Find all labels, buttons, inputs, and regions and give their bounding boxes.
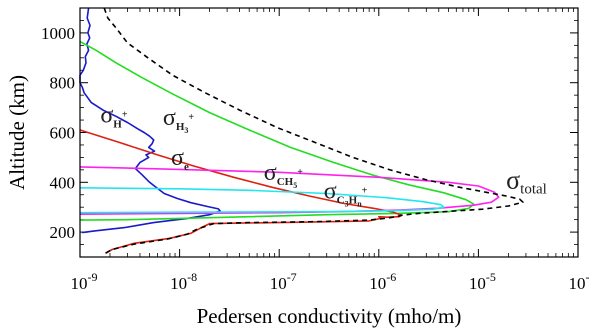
series-line-Hplus	[79, 7, 221, 234]
annotation-sigma-e: σe	[171, 145, 189, 173]
tick-label-layer: 10-9 10-8 10-7 10-6 10-5 10-4 200 400 600 800 1000	[41, 24, 589, 293]
tick-layer	[79, 7, 579, 258]
x-axis-title: Pedersen conductivity (mho/m)	[197, 304, 462, 328]
annotation-sigma-ch5: σCH5+	[264, 160, 303, 190]
annotation-sigma-h3: σH3+	[163, 105, 195, 135]
y-axis-title: Altitude (km)	[5, 75, 29, 190]
x-tick-label: 10-6	[369, 270, 396, 293]
y-tick-label: 800	[50, 74, 76, 93]
series-line-e	[79, 129, 403, 254]
x-tick-label: 10-8	[170, 270, 197, 293]
y-tick-label: 400	[50, 173, 76, 192]
y-tick-label: 1000	[41, 24, 75, 43]
annotation-sigma-h: σH+	[100, 103, 128, 131]
series-line-C3Hnplus	[79, 187, 445, 214]
y-tick-label: 600	[50, 124, 76, 143]
series-layer	[79, 7, 524, 254]
series-line-total	[103, 7, 524, 254]
x-tick-label: 10-5	[469, 270, 496, 293]
y-tick-label: 200	[50, 223, 76, 242]
plot-frame	[79, 7, 579, 258]
x-tick-label: 10-7	[270, 270, 297, 293]
x-tick-label: 10-9	[71, 270, 98, 293]
x-tick-label: 10-4	[569, 270, 589, 293]
annotation-layer: σH+ σH3+ σe σCH5+ σC3Hn+ σtotal	[100, 103, 547, 209]
series-line-H3plus	[79, 40, 475, 221]
annotation-sigma-total: σtotal	[506, 166, 547, 198]
annotation-sigma-c3hn: σC3Hn+	[324, 178, 368, 208]
